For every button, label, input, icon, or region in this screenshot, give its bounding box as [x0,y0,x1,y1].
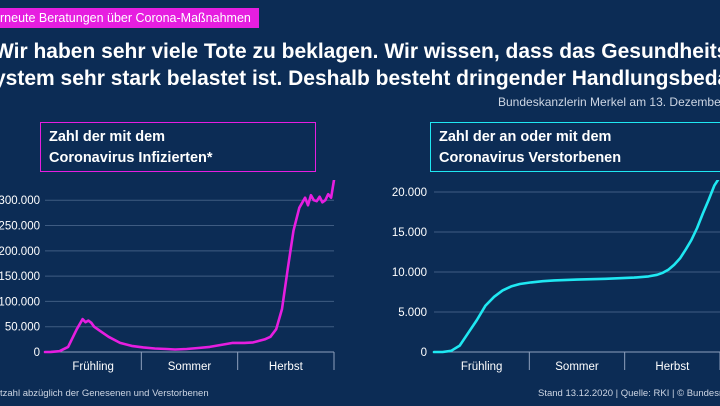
y-tick-label: 0 [34,347,40,359]
infected-chart: 0 50.000 100.000 150.000 200.000 250.000 300.0… [0,180,336,373]
series-line [43,180,336,354]
deaths-chart: 0 5.000 10.000 15.000 20.000 Frühling Sommer He… [392,180,720,373]
y-tick-label: 150.000 [0,271,40,283]
y-tick-label: 15.000 [392,227,427,239]
chart-title-infected-line-1: Zahl der mit dem [49,129,166,145]
y-tick-label: 0 [421,347,427,359]
y-tick-label: 50.000 [5,322,40,334]
y-tick-label: 5.000 [398,307,427,319]
y-tick-label: 20.000 [392,187,427,199]
quote-line-2: ystem sehr stark belastet ist. Deshalb b… [0,67,720,90]
x-tick-label: Frühling [72,361,114,373]
footnote: tzahl abzüglich der Genesenen und Versto… [0,388,209,399]
source-note: Stand 13.12.2020 | Quelle: RKI | © Bunde… [538,388,720,399]
quote-attribution: Bundeskanzlerin Merkel am 13. Dezember 2 [498,95,720,109]
chart-title-infected-line-2: Coronavirus Infizierten* [49,150,213,166]
y-tick-label: 10.000 [392,267,427,279]
x-tick-label: Herbst [655,361,690,373]
topic-tag: rneute Beratungen über Corona-Maßnahmen [0,8,259,28]
series-line [432,180,720,354]
quote-headline: Wir haben sehr viele Tote zu beklagen. W… [0,38,720,92]
x-tick-label: Sommer [168,361,212,373]
x-tick-label: Herbst [269,361,304,373]
y-tick-label: 300.000 [0,195,40,207]
x-tick-label: Sommer [555,361,599,373]
chart-title-infected: Zahl der mit dem Coronavirus Infizierten… [40,122,316,172]
y-tick-label: 100.000 [0,296,40,308]
chart-title-deaths-line-2: Coronavirus Verstorbenen [439,150,622,166]
x-tick-label: Frühling [461,361,503,373]
chart-title-deaths: Zahl der an oder mit dem Coronavirus Ver… [430,122,720,172]
quote-line-1: Wir haben sehr viele Tote zu beklagen. W… [0,40,720,63]
y-tick-label: 200.000 [0,246,40,258]
y-tick-label: 250.000 [0,221,40,233]
chart-title-deaths-line-1: Zahl der an oder mit dem [439,129,612,145]
